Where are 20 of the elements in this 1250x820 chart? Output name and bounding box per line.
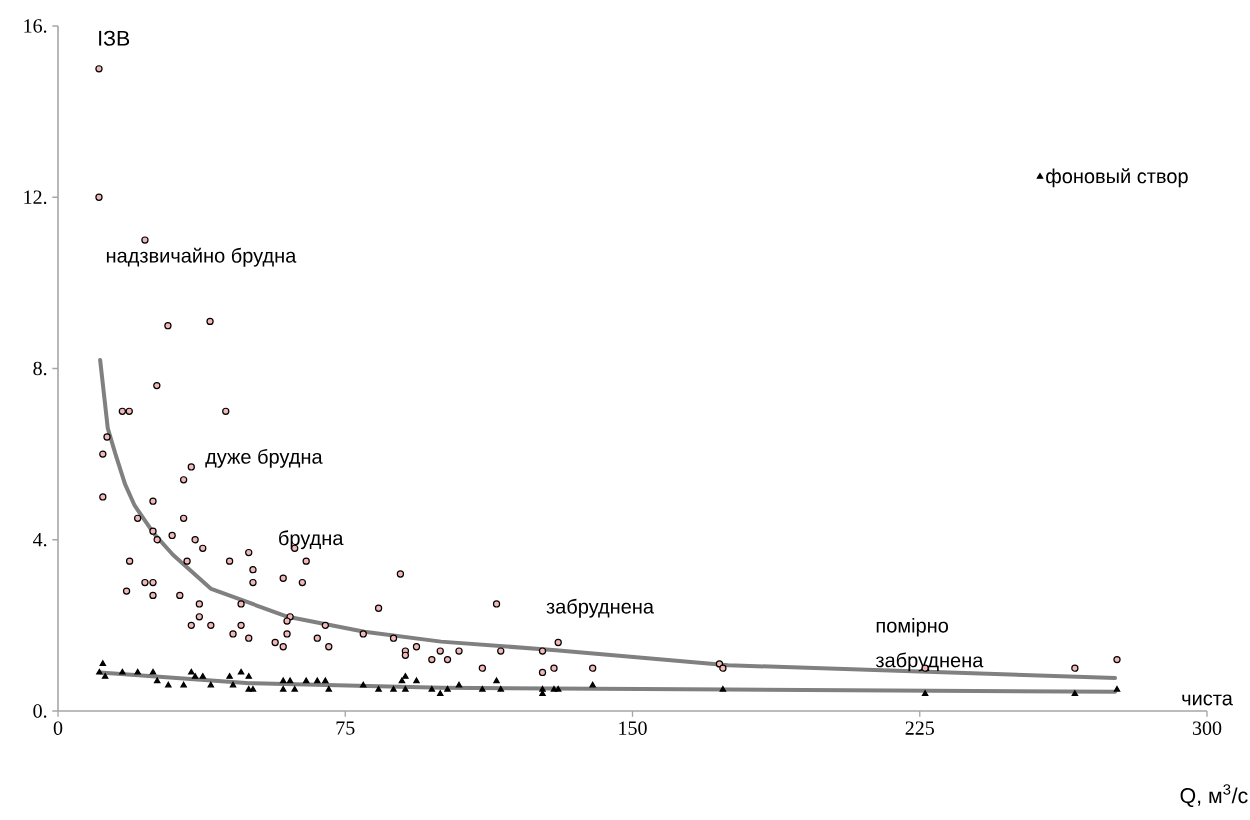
annotation: чиста (1182, 694, 1233, 706)
legend-label: фоновый створ (1046, 168, 1188, 188)
x-tick-label: 300 (1192, 721, 1222, 735)
annotation: брудна (279, 530, 344, 550)
annotation: надзвичайно брудна (106, 247, 297, 267)
x-tick-label: 0 (53, 721, 63, 735)
x-axis-title: Q, м$^{3}$/с (1180, 784, 1248, 808)
annotation: забруднена (546, 598, 654, 618)
annotation: дуже брудна (205, 448, 323, 468)
y-tick-label: 8. (33, 361, 47, 376)
annotation: помірно забруднена (875, 617, 984, 672)
y-tick-label: 12. (24, 190, 47, 205)
x-tick-label: 75 (336, 721, 355, 735)
y-tick-label: 4. (33, 533, 47, 547)
y-tick-label: 16. (24, 19, 47, 33)
y-tick-label: 0. (33, 704, 47, 718)
y-axis-title: ІЗВ (99, 30, 130, 46)
line-series (98, 357, 1118, 681)
x-tick-label: 150 (619, 721, 647, 735)
x-tick-label: 225 (905, 721, 934, 735)
